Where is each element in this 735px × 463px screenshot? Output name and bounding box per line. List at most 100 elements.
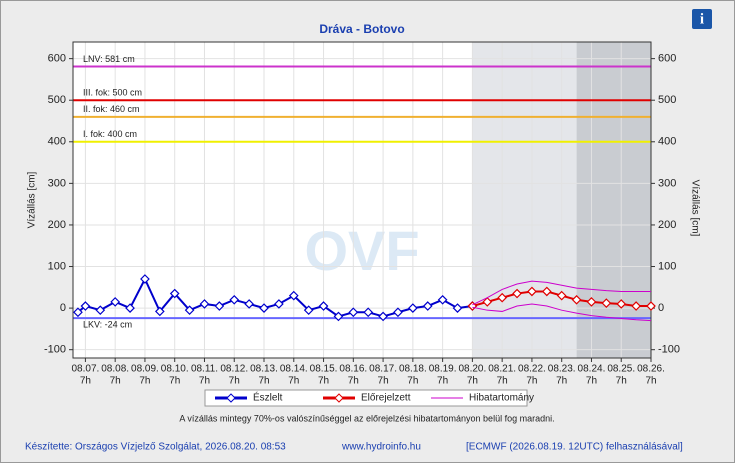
- data-point: [274, 299, 284, 309]
- data-point: [110, 297, 121, 307]
- x-tick-label: 08.22.: [518, 364, 546, 375]
- threshold-label: I. fok: 400 cm: [83, 129, 137, 139]
- threshold-label: LNV: 581 cm: [83, 54, 135, 64]
- y2-axis-label: Vízállás [cm]: [689, 180, 700, 237]
- data-point: [437, 294, 448, 305]
- data-point: [541, 286, 552, 297]
- y-tick-label: 0: [60, 302, 66, 314]
- x-tick-label: 08.19.: [429, 364, 457, 375]
- y-tick-label: -100: [44, 344, 66, 356]
- y2-tick-label: 0: [658, 302, 664, 314]
- y2-tick-label: 200: [658, 219, 676, 231]
- x-tick-sublabel: 7h: [467, 376, 478, 387]
- x-tick-sublabel: 7h: [645, 376, 656, 387]
- x-tick-sublabel: 7h: [497, 376, 508, 387]
- data-point: [586, 297, 597, 307]
- data-point: [214, 301, 225, 311]
- y2-tick-label: -100: [658, 344, 680, 356]
- data-point: [95, 305, 106, 316]
- legend-label: Hibatartomány: [469, 393, 534, 404]
- data-point: [184, 305, 195, 316]
- data-point: [408, 303, 418, 313]
- threshold-label: III. fok: 500 cm: [83, 88, 142, 98]
- data-point: [556, 290, 567, 301]
- y-tick-label: 600: [48, 53, 66, 65]
- x-tick-sublabel: 7h: [407, 376, 418, 387]
- data-point: [244, 299, 254, 309]
- x-tick-label: 08.11.: [191, 364, 218, 375]
- y-tick-label: 300: [48, 177, 66, 189]
- data-point: [497, 292, 508, 303]
- data-point: [333, 311, 344, 322]
- error-band-upper: [472, 280, 651, 306]
- data-point: [616, 299, 627, 309]
- y-tick-label: 500: [48, 94, 66, 106]
- x-tick-label: 08.09.: [131, 364, 159, 375]
- y2-tick-label: 600: [658, 53, 676, 65]
- x-tick-sublabel: 7h: [169, 376, 180, 387]
- data-point: [154, 306, 165, 317]
- info-label[interactable]: i: [700, 11, 704, 27]
- data-point: [125, 303, 135, 313]
- y2-tick-label: 300: [658, 177, 676, 189]
- x-tick-sublabel: 7h: [526, 376, 537, 387]
- y2-tick-label: 500: [658, 94, 676, 106]
- data-point: [363, 307, 374, 318]
- x-tick-sublabel: 7h: [586, 376, 597, 387]
- x-tick-label: 08.14.: [280, 364, 308, 375]
- x-tick-label: 08.12.: [220, 364, 248, 375]
- x-tick-sublabel: 7h: [80, 376, 91, 387]
- data-point: [378, 311, 388, 322]
- x-tick-sublabel: 7h: [437, 376, 448, 387]
- legend-box: [204, 389, 528, 407]
- threshold-label: LKV: -24 cm: [83, 319, 132, 329]
- data-point: [169, 288, 180, 299]
- data-point: [393, 307, 403, 318]
- data-point: [422, 301, 433, 311]
- data-point: [571, 294, 582, 305]
- y-tick-label: 200: [48, 219, 66, 231]
- x-tick-sublabel: 7h: [139, 376, 150, 387]
- info-button[interactable]: i: [692, 9, 712, 29]
- y2-tick-label: 400: [658, 136, 676, 148]
- data-point: [303, 305, 314, 316]
- x-tick-sublabel: 7h: [288, 376, 299, 387]
- legend-label: Észlelt: [253, 391, 283, 404]
- x-tick-label: 08.17.: [369, 364, 397, 375]
- x-tick-sublabel: 7h: [110, 376, 121, 387]
- data-point: [259, 303, 269, 313]
- legend-marker: [334, 393, 344, 403]
- x-tick-label: 08.08.: [101, 364, 129, 375]
- data-point: [318, 301, 329, 311]
- x-tick-label: 08.21.: [488, 364, 516, 375]
- y-tick-label: 400: [48, 136, 66, 148]
- footer-left: Készítette: Országos Vízjelző Szolgálat,…: [25, 442, 286, 453]
- legend-label: Előrejelzett: [361, 393, 411, 404]
- footer-center: www.hydroinfo.hu: [341, 442, 421, 453]
- data-point: [512, 288, 522, 299]
- x-tick-label: 08.23.: [548, 364, 576, 375]
- data-point: [80, 301, 91, 311]
- x-tick-label: 08.16.: [339, 364, 367, 375]
- x-tick-sublabel: 7h: [318, 376, 329, 387]
- data-point: [73, 307, 83, 318]
- y-tick-label: 100: [48, 260, 66, 272]
- legend-marker: [226, 393, 236, 403]
- forecast-shade: [576, 42, 651, 358]
- x-tick-label: 08.15.: [310, 364, 338, 375]
- x-tick-label: 08.24.: [578, 364, 606, 375]
- data-point: [140, 274, 150, 284]
- data-point: [452, 303, 463, 313]
- y-axis-label: Vízállás [cm]: [27, 171, 38, 228]
- info-icon[interactable]: [692, 9, 712, 29]
- x-tick-label: 08.13.: [250, 364, 278, 375]
- x-tick-sublabel: 7h: [348, 376, 359, 387]
- x-tick-label: 08.26.: [637, 364, 665, 375]
- threshold-label: II. fok: 460 cm: [83, 104, 140, 114]
- data-point: [601, 298, 612, 308]
- note: A vízállás mintegy 70%-os valószínűségge…: [179, 413, 554, 423]
- y2-tick-label: 100: [658, 260, 676, 272]
- x-tick-sublabel: 7h: [199, 376, 210, 387]
- footer-right: [ECMWF (2026.08.19. 12UTC) felhasználásá…: [466, 442, 683, 453]
